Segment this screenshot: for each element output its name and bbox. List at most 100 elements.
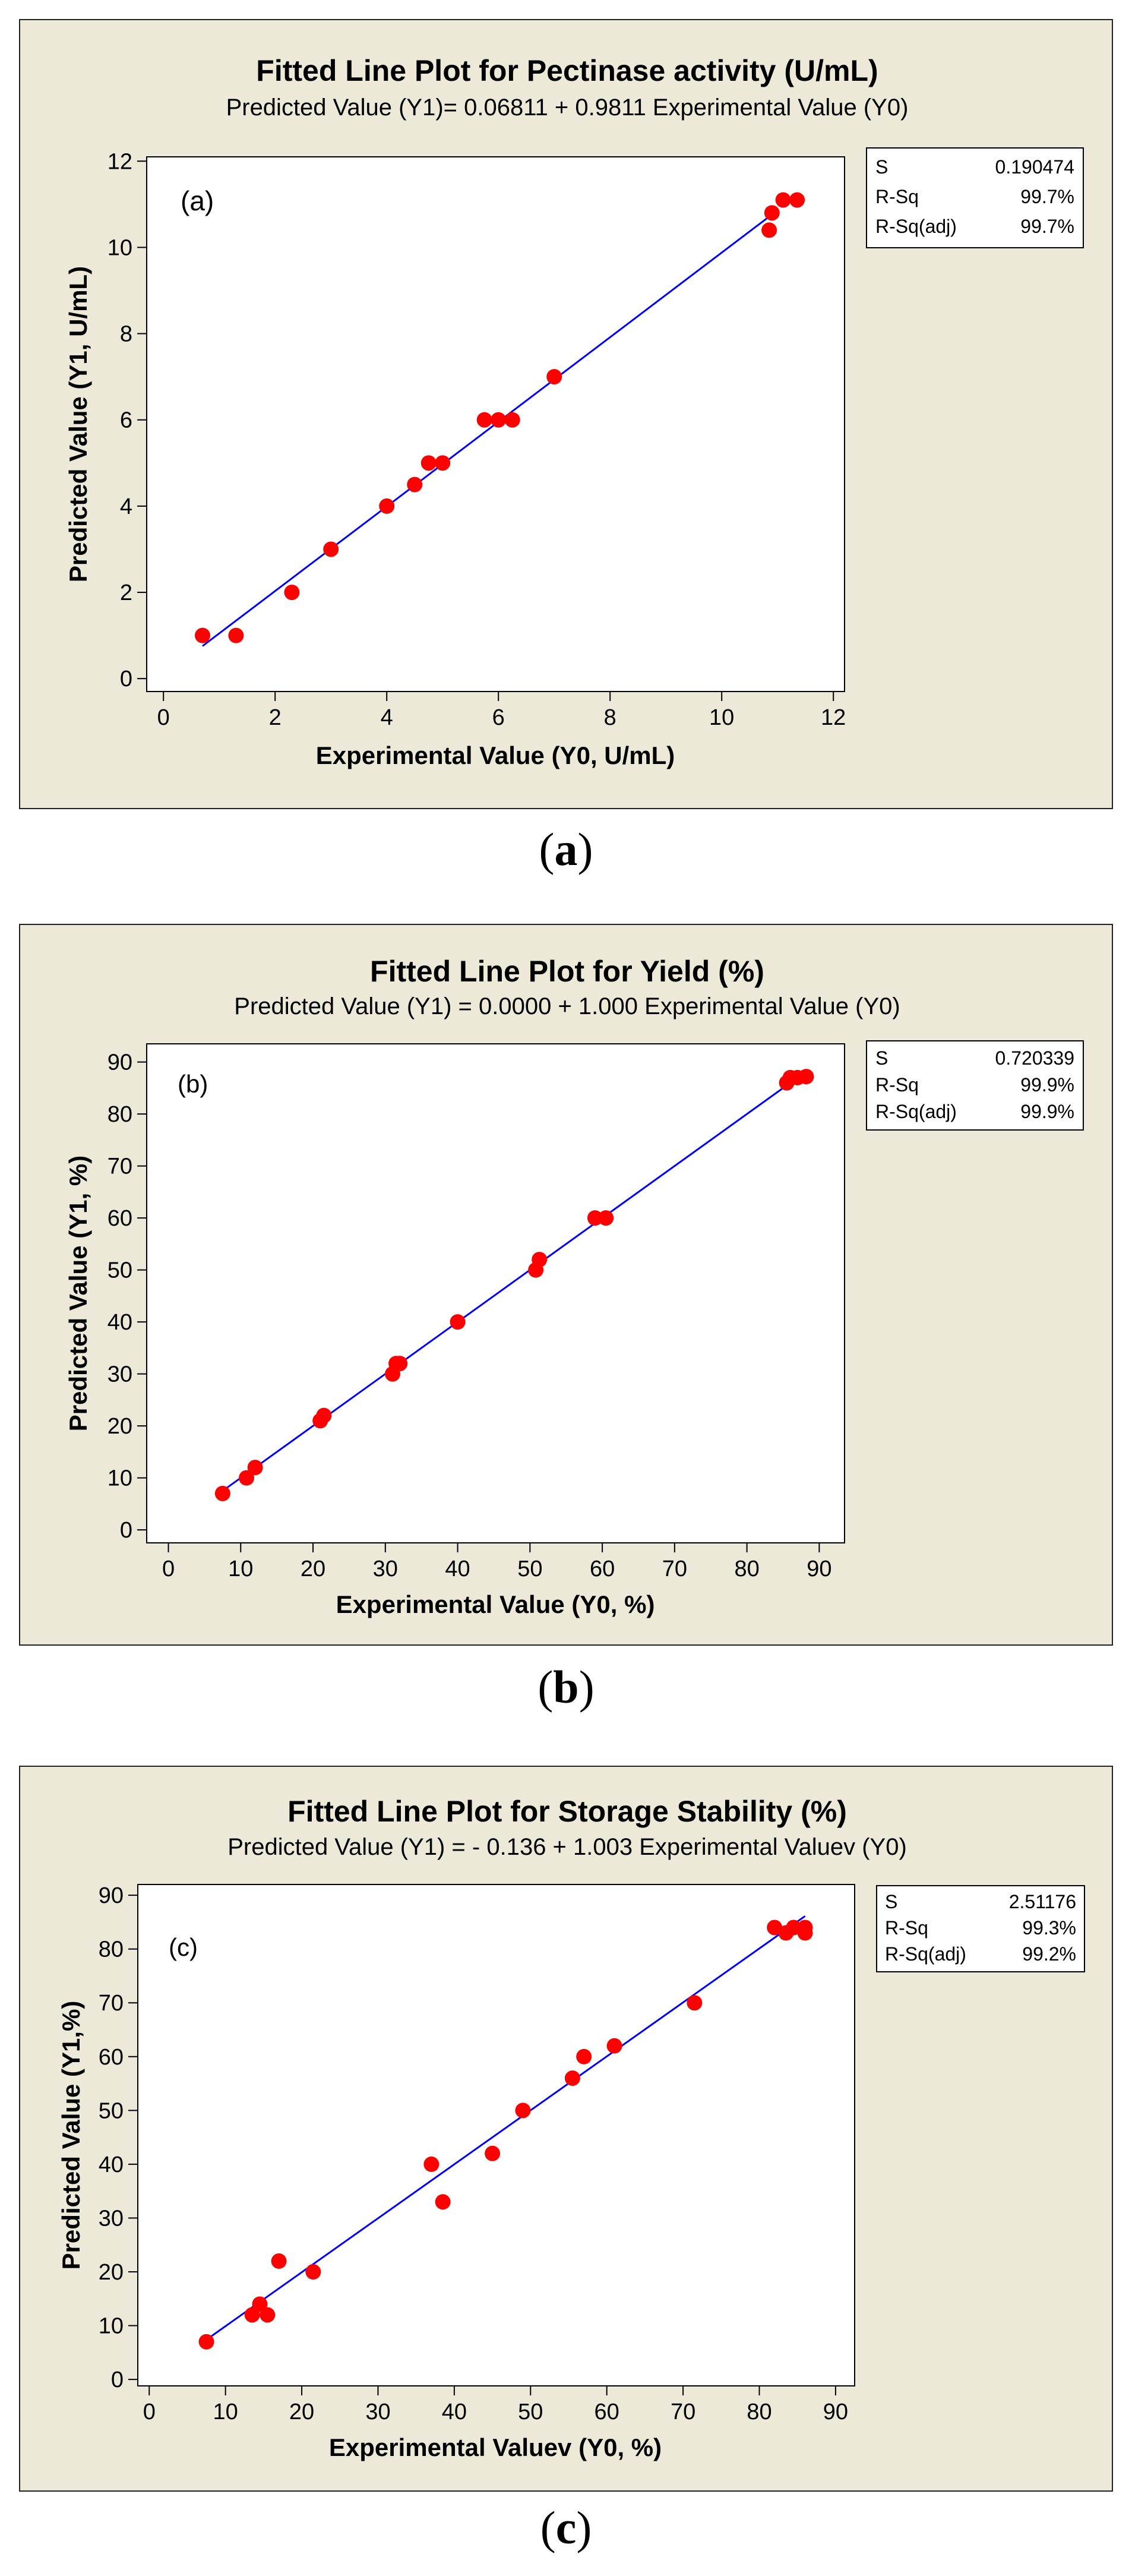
y-tick-label: 8 — [120, 322, 132, 347]
data-point — [252, 2296, 268, 2312]
y-tick-label: 90 — [107, 1050, 132, 1075]
data-point — [239, 1470, 255, 1486]
data-point — [323, 541, 339, 557]
y-tick-label: 80 — [107, 1102, 132, 1127]
chart-subtitle: Predicted Value (Y1) = 0.0000 + 1.000 Ex… — [234, 993, 900, 1019]
y-tick-label: 10 — [107, 1466, 132, 1491]
data-point — [761, 222, 777, 238]
y-tick-label: 70 — [107, 1154, 132, 1179]
y-tick-label: 20 — [107, 1414, 132, 1439]
data-point — [420, 455, 437, 471]
x-tick-label: 0 — [157, 705, 170, 730]
x-tick-label: 20 — [301, 1557, 325, 1581]
y-tick-label: 80 — [99, 1937, 124, 1962]
y-axis-label: Predicted Value (Y1, %) — [64, 1156, 92, 1432]
stats-rsqadj-label: R-Sq(adj) — [885, 1943, 966, 1965]
x-axis-label: Experimental Value (Y0, U/mL) — [316, 741, 675, 769]
x-tick-label: 10 — [709, 705, 734, 730]
y-tick-label: 10 — [99, 2314, 124, 2339]
data-point — [598, 1210, 614, 1226]
x-tick-label: 0 — [143, 2400, 156, 2425]
stats-rsq-value: 99.3% — [1022, 1917, 1076, 1939]
y-tick-label: 40 — [99, 2152, 124, 2177]
chart-a: Fitted Line Plot for Pectinase activity … — [64, 54, 1084, 769]
data-point — [515, 2103, 531, 2119]
data-point — [491, 412, 507, 428]
data-point — [504, 412, 520, 428]
chart-panel-c: Fitted Line Plot for Storage Stability (… — [19, 1766, 1113, 2492]
y-tick-label: 90 — [99, 1883, 124, 1908]
caption-c-letter: c — [555, 2502, 577, 2553]
data-point — [606, 2038, 622, 2054]
x-tick-label: 80 — [734, 1557, 759, 1581]
y-tick-label: 50 — [107, 1258, 132, 1283]
data-point — [407, 476, 423, 493]
stats-rsq-label: R-Sq — [875, 186, 919, 207]
x-tick-label: 12 — [821, 705, 846, 730]
stats-box: S 2.51176 R-Sq 99.3% R-Sq(adj) 99.2% — [876, 1885, 1085, 1972]
y-tick-label: 2 — [120, 580, 132, 605]
y-tick-label: 12 — [107, 149, 132, 174]
data-point — [284, 585, 300, 601]
x-tick-label: 8 — [604, 705, 616, 730]
x-tick-label: 2 — [269, 705, 282, 730]
stats-rsqadj-value: 99.7% — [1020, 216, 1074, 237]
y-tick-label: 4 — [120, 494, 132, 519]
stats-rsq-label: R-Sq — [875, 1074, 919, 1096]
data-point — [576, 2048, 592, 2064]
chart-panel-b: Fitted Line Plot for Yield (%) Predicted… — [19, 924, 1113, 1646]
data-point — [435, 455, 451, 471]
stats-rsqadj-label: R-Sq(adj) — [875, 1101, 957, 1122]
chart-subtitle: Predicted Value (Y1)= 0.06811 + 0.9811 E… — [226, 94, 909, 121]
x-tick-label: 30 — [373, 1557, 398, 1581]
x-tick-label: 60 — [590, 1557, 615, 1581]
x-tick-label: 40 — [445, 1557, 470, 1581]
data-point — [546, 369, 562, 385]
data-point — [247, 1460, 263, 1476]
x-tick-label: 4 — [381, 705, 393, 730]
stats-s-value: 0.190474 — [995, 156, 1074, 178]
data-point — [271, 2253, 287, 2269]
stats-s-label: S — [875, 156, 888, 178]
y-tick-label: 0 — [120, 1518, 132, 1543]
stats-box-frame — [866, 1040, 1084, 1131]
stats-box: S 0.720339 R-Sq 99.9% R-Sq(adj) 99.9% — [866, 1040, 1084, 1131]
y-tick-label: 0 — [111, 2367, 124, 2392]
stats-s-value: 0.720339 — [995, 1047, 1074, 1069]
stats-rsqadj-value: 99.2% — [1022, 1943, 1076, 1965]
stats-s-value: 2.51176 — [1009, 1891, 1076, 1912]
x-tick-label: 0 — [162, 1557, 175, 1581]
chart-title: Fitted Line Plot for Storage Stability (… — [287, 1795, 847, 1828]
data-point — [587, 1210, 603, 1226]
data-point — [214, 1485, 230, 1501]
y-tick-label: 30 — [107, 1362, 132, 1387]
chart-title: Fitted Line Plot for Yield (%) — [370, 955, 764, 988]
caption-a-letter: a — [554, 823, 578, 875]
data-point — [435, 2194, 451, 2210]
stats-box-frame — [876, 1885, 1085, 1972]
data-point — [450, 1314, 466, 1330]
data-point — [485, 2145, 501, 2161]
stats-rsq-label: R-Sq — [885, 1917, 928, 1939]
y-tick-label: 40 — [107, 1310, 132, 1335]
chart-title: Fitted Line Plot for Pectinase activity … — [256, 54, 878, 87]
fitted-line — [202, 209, 779, 647]
chart-subtitle: Predicted Value (Y1) = - 0.136 + 1.003 E… — [227, 1834, 907, 1860]
x-tick-label: 30 — [365, 2400, 390, 2425]
chart-c: Fitted Line Plot for Storage Stability (… — [57, 1795, 1085, 2461]
y-tick-label: 10 — [107, 235, 132, 260]
panel-tag: (b) — [178, 1070, 208, 1098]
panel-tag: (c) — [169, 1933, 198, 1961]
stats-box: S 0.190474 R-Sq 99.7% R-Sq(adj) 99.7% — [866, 147, 1084, 248]
data-point — [423, 2156, 439, 2172]
stats-rsqadj-value: 99.9% — [1020, 1101, 1074, 1122]
y-tick-label: 50 — [99, 2098, 124, 2123]
data-point — [228, 627, 244, 643]
stats-box-frame — [866, 147, 1084, 248]
x-tick-label: 20 — [289, 2400, 314, 2425]
data-point — [195, 627, 210, 643]
caption-c: (c) — [540, 2502, 592, 2553]
data-point — [798, 1069, 814, 1085]
data-point — [316, 1407, 332, 1423]
data-point — [305, 2264, 321, 2280]
